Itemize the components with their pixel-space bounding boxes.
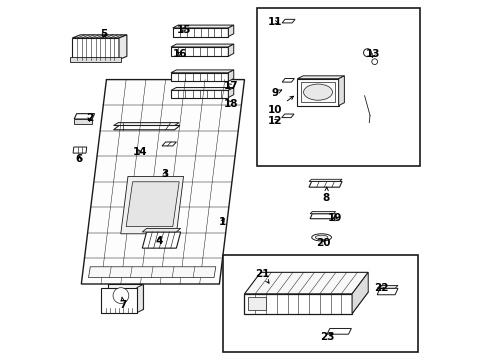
Polygon shape <box>228 44 233 56</box>
Polygon shape <box>376 285 397 288</box>
Text: 3: 3 <box>161 168 168 179</box>
Ellipse shape <box>315 235 327 239</box>
Polygon shape <box>281 114 293 118</box>
Circle shape <box>113 288 128 303</box>
Polygon shape <box>172 28 228 37</box>
Polygon shape <box>326 328 351 334</box>
Polygon shape <box>171 87 233 90</box>
Polygon shape <box>113 126 180 130</box>
Text: 1: 1 <box>218 217 225 227</box>
Text: 22: 22 <box>373 283 388 293</box>
Polygon shape <box>101 288 137 313</box>
Text: 16: 16 <box>172 49 187 59</box>
Text: 4: 4 <box>155 236 163 246</box>
Polygon shape <box>88 267 215 278</box>
Polygon shape <box>72 35 126 38</box>
Polygon shape <box>228 25 233 37</box>
Polygon shape <box>171 73 228 81</box>
Polygon shape <box>73 147 86 153</box>
Polygon shape <box>107 284 143 310</box>
Polygon shape <box>297 76 344 79</box>
Polygon shape <box>244 273 367 294</box>
Polygon shape <box>244 294 351 314</box>
Polygon shape <box>228 87 233 98</box>
Ellipse shape <box>311 234 331 241</box>
Polygon shape <box>244 292 367 314</box>
Text: 11: 11 <box>267 17 282 27</box>
Polygon shape <box>74 114 94 119</box>
Polygon shape <box>282 19 294 23</box>
Polygon shape <box>70 57 121 62</box>
Polygon shape <box>228 70 233 81</box>
Polygon shape <box>142 232 180 248</box>
Text: 20: 20 <box>316 238 330 248</box>
Circle shape <box>371 59 377 64</box>
Text: 21: 21 <box>255 269 269 283</box>
Text: 9: 9 <box>271 88 281 98</box>
Bar <box>257 8 419 166</box>
Text: 13: 13 <box>366 49 380 59</box>
Text: 19: 19 <box>327 213 342 223</box>
Text: 8: 8 <box>322 187 329 203</box>
Text: 5: 5 <box>100 29 107 39</box>
Text: 6: 6 <box>76 154 83 164</box>
Polygon shape <box>142 228 180 232</box>
Polygon shape <box>171 44 233 47</box>
Polygon shape <box>247 297 265 310</box>
Polygon shape <box>172 25 233 28</box>
Polygon shape <box>119 35 126 59</box>
Text: 23: 23 <box>320 332 334 342</box>
Polygon shape <box>351 273 367 314</box>
Polygon shape <box>126 182 179 226</box>
Polygon shape <box>101 309 137 313</box>
Polygon shape <box>309 214 335 219</box>
Polygon shape <box>113 123 179 126</box>
Polygon shape <box>309 212 335 214</box>
Bar <box>223 255 418 352</box>
Text: 17: 17 <box>223 81 238 91</box>
Text: 15: 15 <box>176 25 190 35</box>
Polygon shape <box>308 181 341 187</box>
Circle shape <box>363 49 371 57</box>
Text: 7: 7 <box>120 297 127 310</box>
Polygon shape <box>171 90 228 98</box>
Polygon shape <box>81 80 244 284</box>
Polygon shape <box>308 179 341 181</box>
Ellipse shape <box>303 84 332 100</box>
Polygon shape <box>162 142 176 146</box>
Text: 12: 12 <box>267 116 282 126</box>
Text: 10: 10 <box>267 96 293 115</box>
Polygon shape <box>171 47 228 56</box>
Polygon shape <box>137 284 143 313</box>
Text: 2: 2 <box>86 113 93 123</box>
Polygon shape <box>171 70 233 73</box>
Polygon shape <box>338 76 344 105</box>
Polygon shape <box>282 78 294 82</box>
Text: 14: 14 <box>132 147 147 157</box>
Polygon shape <box>121 176 183 234</box>
Polygon shape <box>72 38 119 59</box>
Text: 18: 18 <box>223 99 238 109</box>
Polygon shape <box>297 79 338 105</box>
Polygon shape <box>301 82 334 102</box>
Polygon shape <box>376 288 397 295</box>
Polygon shape <box>74 119 92 125</box>
